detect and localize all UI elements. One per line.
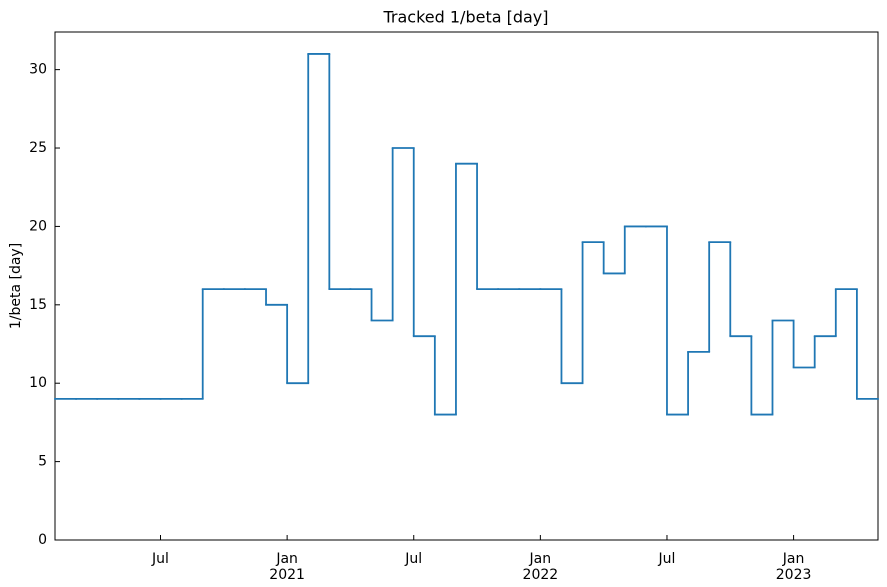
x-tick-label: 2022 bbox=[523, 567, 559, 583]
x-tick-label: Jan bbox=[275, 551, 298, 567]
x-tick-label: Jan bbox=[529, 551, 552, 567]
x-tick-label: Jul bbox=[658, 551, 676, 567]
chart-title: Tracked 1/beta [day] bbox=[382, 8, 548, 27]
y-tick-label: 10 bbox=[29, 375, 47, 391]
y-tick-label: 25 bbox=[29, 140, 47, 156]
y-tick-label: 20 bbox=[29, 218, 47, 234]
x-tick-label: Jul bbox=[404, 551, 422, 567]
x-tick-label: Jan bbox=[782, 551, 805, 567]
y-tick-label: 0 bbox=[38, 532, 47, 548]
y-axis-label: 1/beta [day] bbox=[8, 243, 24, 329]
plot-frame bbox=[54, 31, 879, 541]
x-tick-label: 2023 bbox=[776, 567, 812, 583]
x-tick-label: Jul bbox=[151, 551, 169, 567]
y-tick-label: 30 bbox=[29, 62, 47, 78]
x-tick-label: 2021 bbox=[269, 567, 305, 583]
y-tick-label: 15 bbox=[29, 297, 47, 313]
y-tick-label: 5 bbox=[38, 454, 47, 470]
